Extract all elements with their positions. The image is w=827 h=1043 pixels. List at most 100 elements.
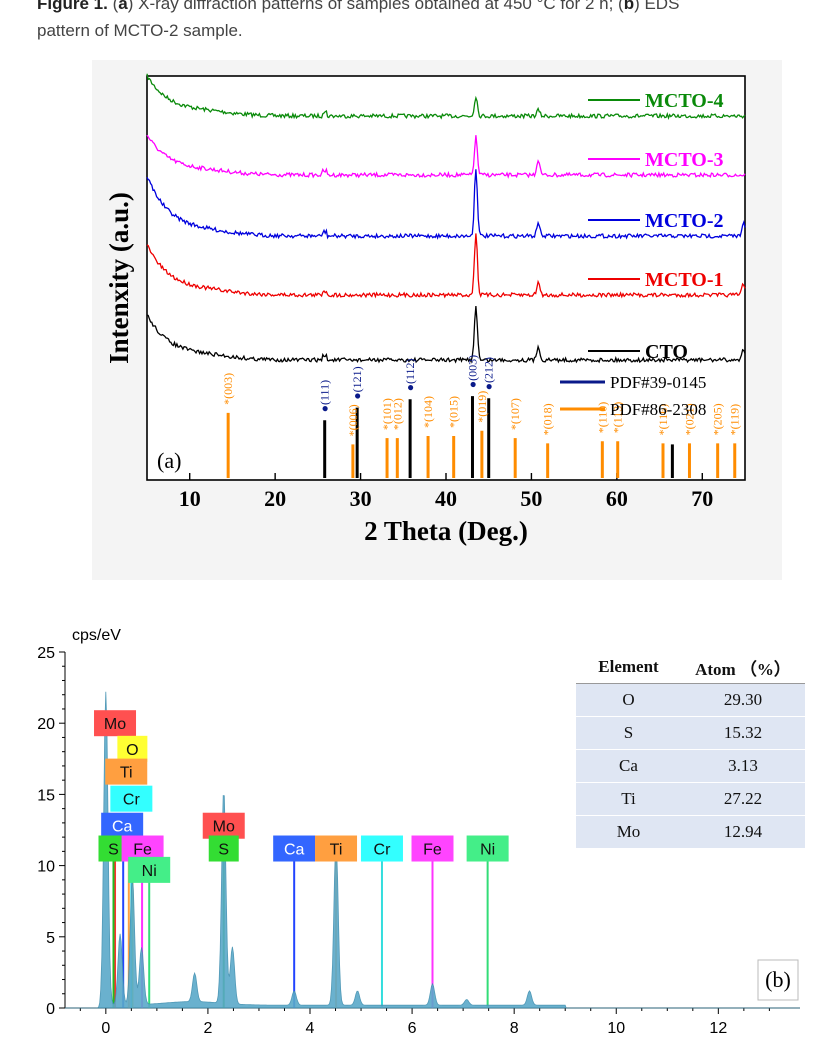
panel-label-a: (a): [157, 448, 181, 473]
element-label-box: [94, 710, 137, 737]
reference-label: *(101): [380, 398, 394, 430]
element-label-box: [105, 758, 148, 785]
y-tick-label: 25: [37, 645, 55, 662]
legend-label-mcto-4: MCTO-4: [645, 90, 724, 112]
element-label-fe: Fe: [133, 842, 152, 859]
y-tick-label: 15: [37, 787, 55, 804]
x-tick-label: 6: [408, 1020, 417, 1037]
x-tick-label: 60: [606, 486, 628, 511]
table-row: Mo 12.94: [576, 815, 805, 849]
y-tick-label: 5: [46, 930, 55, 947]
table-cell: S: [576, 716, 681, 750]
panel-label-b: (b): [765, 967, 791, 992]
reference-label: *(113): [611, 402, 625, 434]
element-label-box: [110, 785, 153, 812]
table-row: S 15.32: [576, 716, 805, 750]
element-label-box: [466, 835, 509, 862]
element-label-ti: Ti: [120, 765, 133, 782]
caption-b-text: EDS: [644, 0, 680, 13]
caption-a-text: X-ray diffraction patterns of samples ob…: [138, 0, 614, 13]
caption-prefix: Figure 1.: [37, 0, 108, 13]
y-tick-label: 10: [37, 859, 55, 876]
table-cell: 15.32: [681, 716, 805, 750]
legend-label-cto: CTO: [645, 341, 688, 363]
series-mcto-3-line: [146, 134, 746, 179]
reference-label: *(205): [711, 403, 725, 435]
table-cell: Mo: [576, 815, 681, 849]
element-label-box: [315, 835, 358, 862]
x-tick-label: 10: [607, 1020, 625, 1037]
element-label-box: [101, 812, 144, 839]
legend-label-mcto-2: MCTO-2: [645, 210, 724, 232]
x-tick-label: 2: [203, 1020, 212, 1037]
reference-label: ●(212): [482, 357, 496, 390]
x-tick-label: 70: [691, 486, 713, 511]
x-tick-label: 30: [350, 486, 372, 511]
table-cell: 12.94: [681, 815, 805, 849]
reference-label: ●(112): [403, 358, 417, 391]
table-header-element: Element: [576, 651, 681, 684]
x-tick-label: 40: [435, 486, 457, 511]
element-label-mo: Mo: [213, 819, 235, 836]
element-label-cr: Cr: [374, 842, 392, 859]
reference-label: *(107): [508, 398, 522, 430]
table-cell: 3.13: [681, 749, 805, 783]
reference-label: ●(111): [318, 380, 332, 412]
element-label-box: [273, 835, 316, 862]
reference-label: *(119): [728, 404, 742, 436]
x-tick-label: 8: [510, 1020, 519, 1037]
reference-label: ●(121): [350, 366, 364, 399]
eds-atom-table: Element Atom （%） O 29.30 S 15.32 Ca 3.13 Ti…: [576, 651, 805, 849]
x-tick-label: 50: [520, 486, 542, 511]
table-cell: O: [576, 683, 681, 717]
caption-line2: pattern of MCTO-2 sample.: [37, 21, 243, 40]
x-tick-label: 4: [306, 1020, 315, 1037]
element-label-ni: Ni: [142, 863, 157, 880]
table-row: Ti 27.22: [576, 782, 805, 816]
legend-label-mcto-1: MCTO-1: [645, 269, 724, 291]
y-axis-label: cps/eV: [72, 627, 121, 644]
element-label-box: [202, 812, 245, 839]
legend-label-reference: PDF#86-2308: [610, 400, 706, 419]
panel-label-box: [757, 959, 799, 1001]
element-label-box: [208, 835, 239, 862]
eds-spectrum-area: [65, 691, 800, 1009]
table-cell: 29.30: [681, 683, 805, 717]
legend-label-reference: PDF#39-0145: [610, 373, 706, 392]
caption-b-tag: b: [623, 0, 635, 13]
table-header-atom: Atom （%）: [681, 651, 805, 684]
y-axis-label: Intenxity (a.u.): [104, 192, 134, 364]
reference-label: *(116): [656, 404, 670, 436]
table-row: Ca 3.13: [576, 749, 805, 783]
table-cell: Ca: [576, 749, 681, 783]
reference-label: *(021): [682, 403, 696, 435]
table-row: O 29.30: [576, 683, 805, 717]
element-label-s: S: [108, 842, 119, 859]
element-label-mo: Mo: [104, 716, 126, 733]
x-tick-label: 0: [101, 1020, 110, 1037]
reference-label: *(006): [346, 404, 360, 436]
figure-caption: Figure 1. (a) X-ray diffraction patterns…: [37, 0, 817, 54]
table-header-row: Element Atom （%）: [576, 651, 805, 684]
element-label-fe: Fe: [423, 842, 442, 859]
element-label-cr: Cr: [123, 792, 141, 809]
element-label-box: [117, 735, 148, 762]
y-tick-label: 0: [46, 1001, 55, 1018]
legend-label-mcto-3: MCTO-3: [645, 149, 724, 171]
reference-label: *(015): [447, 396, 461, 428]
series-mcto-4-line: [146, 73, 746, 121]
element-label-s: S: [218, 842, 229, 859]
element-label-box: [411, 835, 454, 862]
caption-a-tag: a: [118, 0, 128, 13]
reference-label: *(012): [390, 398, 404, 430]
series-cto-line: [146, 306, 746, 364]
reference-label: *(019): [475, 391, 489, 423]
series-mcto-1-line: [146, 233, 746, 299]
element-label-ni: Ni: [480, 842, 495, 859]
reference-label: *(104): [421, 396, 435, 428]
xrd-chart: 10 20 30 40 50 60 70 2 Theta (Deg.) Intenxity (a…: [92, 60, 782, 580]
x-tick-label: 20: [264, 486, 286, 511]
element-label-ti: Ti: [330, 842, 343, 859]
reference-label: ●(003): [465, 355, 479, 388]
